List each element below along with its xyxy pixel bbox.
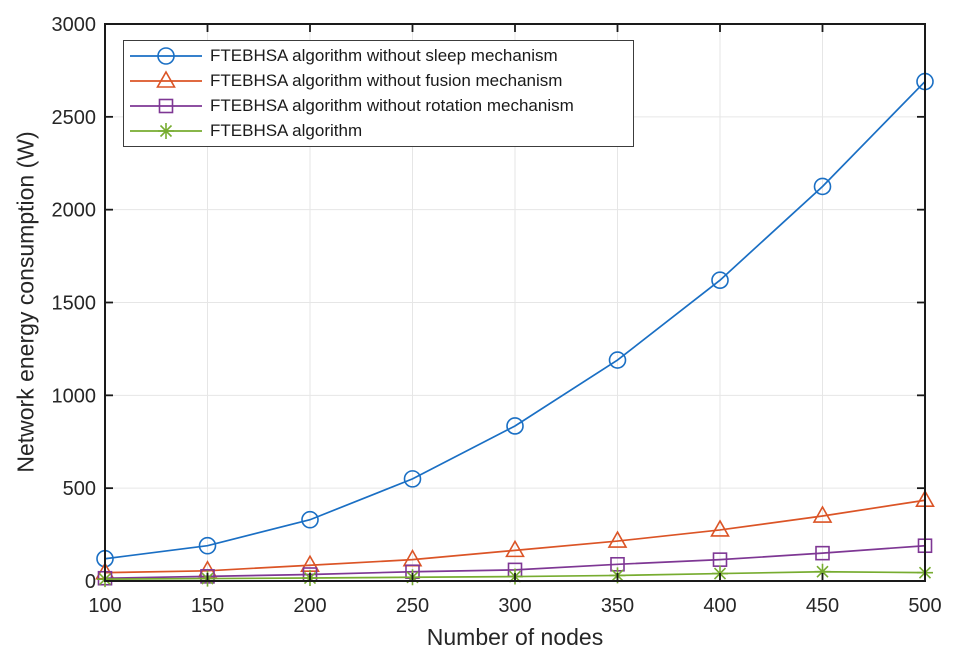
marker-triangle bbox=[812, 505, 833, 523]
series-1-line bbox=[104, 499, 926, 574]
marker-circle bbox=[198, 536, 217, 555]
legend-item: FTEBHSA algorithm bbox=[129, 119, 633, 143]
tick-labels: 100 150 200 250 300 350 400 450 500 0 500 1000 1500 2… bbox=[52, 14, 942, 617]
marker-triangle bbox=[710, 519, 730, 537]
marker-square bbox=[815, 545, 830, 561]
marker-triangle bbox=[607, 530, 628, 548]
y-tick-label: 3000 bbox=[52, 14, 97, 36]
axis-ticks bbox=[104, 23, 926, 582]
y-tick-label: 2000 bbox=[52, 200, 97, 222]
x-tick-label: 250 bbox=[396, 595, 429, 617]
legend-sample-triangle bbox=[130, 70, 202, 88]
marker-circle bbox=[403, 470, 422, 488]
legend-label: FTEBHSA algorithm without rotation mecha… bbox=[210, 95, 574, 115]
y-tick-label: 1500 bbox=[52, 293, 97, 315]
x-tick-label: 450 bbox=[806, 595, 839, 617]
y-tick-label: 0 bbox=[85, 571, 96, 593]
marker-square bbox=[158, 98, 174, 114]
legend-label: FTEBHSA algorithm bbox=[210, 120, 363, 140]
marker-circle bbox=[157, 47, 175, 66]
legend-label: FTEBHSA algorithm without sleep mechanis… bbox=[210, 46, 558, 66]
legend-item: FTEBHSA algorithm without rotation mecha… bbox=[129, 94, 633, 118]
legend-label: FTEBHSA algorithm without fusion mechani… bbox=[210, 71, 563, 91]
legend-item: FTEBHSA algorithm without fusion mechani… bbox=[129, 69, 633, 93]
x-tick-label: 100 bbox=[88, 595, 121, 617]
marker-circle bbox=[506, 417, 524, 435]
y-tick-label: 1000 bbox=[52, 385, 97, 407]
x-axis-label: Number of nodes bbox=[426, 624, 604, 650]
x-tick-label: 350 bbox=[601, 595, 634, 617]
marker-triangle bbox=[505, 539, 525, 558]
marker-circle bbox=[301, 510, 319, 529]
legend: FTEBHSA algorithm without sleep mechanis… bbox=[123, 40, 634, 147]
x-tick-label: 400 bbox=[703, 595, 736, 617]
legend-sample-circle bbox=[130, 47, 202, 66]
marker-circle bbox=[813, 177, 832, 196]
x-tick-label: 150 bbox=[191, 595, 224, 617]
marker-circle bbox=[711, 271, 729, 290]
x-tick-label: 300 bbox=[498, 595, 531, 617]
marker-asterisk bbox=[158, 122, 174, 139]
legend-sample-asterisk bbox=[130, 122, 202, 139]
y-tick-label: 500 bbox=[63, 478, 96, 500]
marker-circle bbox=[608, 351, 627, 369]
x-tick-label: 500 bbox=[908, 595, 941, 617]
legend-item: FTEBHSA algorithm without sleep mechanis… bbox=[129, 44, 633, 68]
series-0-line bbox=[104, 80, 926, 560]
legend-sample-square bbox=[130, 98, 202, 114]
y-axis-label: Network energy consumption (W) bbox=[12, 131, 39, 473]
marker-triangle bbox=[156, 70, 176, 88]
marker-asterisk bbox=[814, 563, 831, 580]
x-tick-label: 200 bbox=[293, 595, 326, 617]
y-tick-label: 2500 bbox=[52, 107, 97, 129]
